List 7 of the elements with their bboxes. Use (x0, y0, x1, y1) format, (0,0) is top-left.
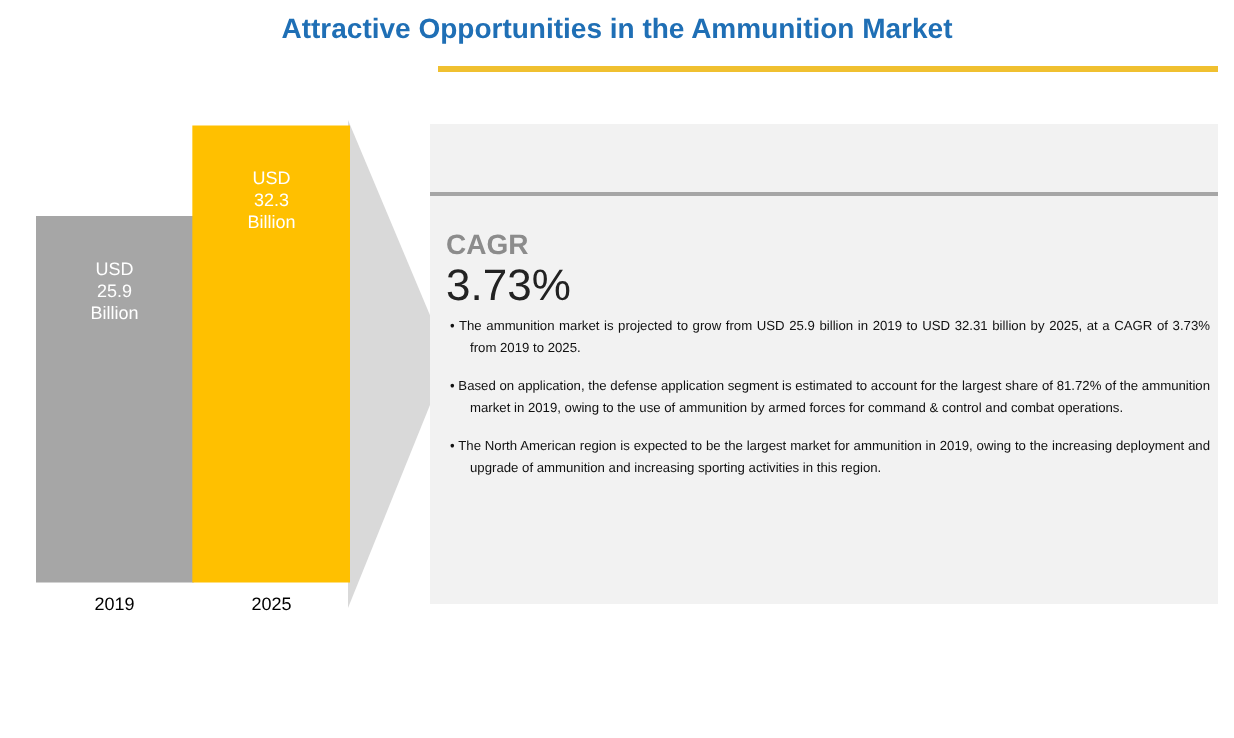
data-label: USD 32.3 Billion (247, 168, 296, 233)
text: CAGR (446, 228, 529, 260)
x-tick-label: 2025 (251, 594, 292, 615)
data-label: USD 25.9 Billion (90, 258, 139, 323)
text: 3.73% (446, 260, 571, 312)
text: Attractive Opportunities in the Ammunition Market (279, 12, 955, 44)
x-tick-label: 2019 (94, 594, 135, 615)
